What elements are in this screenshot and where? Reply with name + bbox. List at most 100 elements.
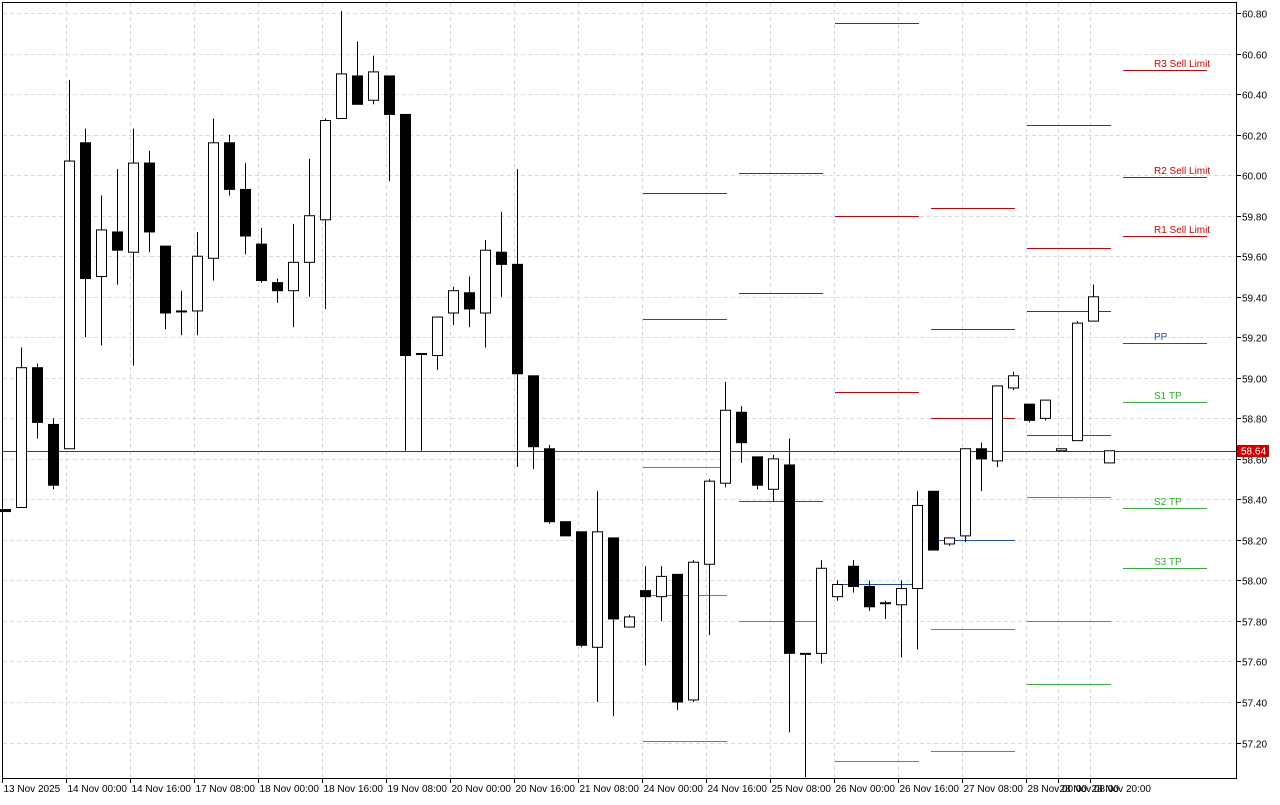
candle[interactable]	[864, 580, 875, 611]
y-tick-label: 59.00	[1242, 375, 1267, 386]
candle[interactable]	[368, 55, 379, 105]
candle[interactable]	[912, 491, 923, 650]
candle[interactable]	[288, 223, 299, 328]
candle-body-bear	[48, 423, 59, 486]
candle[interactable]	[480, 240, 491, 348]
candle[interactable]	[48, 418, 59, 490]
candle[interactable]	[736, 406, 747, 463]
candle[interactable]	[272, 278, 283, 303]
candle-body-bull	[960, 448, 971, 537]
candle[interactable]	[944, 537, 955, 546]
y-tick-label: 60.40	[1242, 91, 1267, 102]
candle[interactable]	[160, 245, 171, 330]
current-price-label: 58.64	[1241, 447, 1266, 458]
candle[interactable]	[384, 75, 395, 182]
candle[interactable]	[1072, 321, 1083, 442]
candle[interactable]	[704, 479, 715, 636]
candle-body-bull	[416, 353, 427, 356]
candle[interactable]	[560, 521, 571, 537]
candle[interactable]	[320, 118, 331, 309]
candle[interactable]	[672, 573, 683, 711]
candle[interactable]	[1040, 399, 1051, 421]
y-tick-label: 60.60	[1242, 51, 1267, 62]
candle[interactable]	[608, 537, 619, 717]
y-tick-label: 57.20	[1242, 740, 1267, 751]
price-axis[interactable]: 60.80 60.60 60.40 60.20 60.00 59.80 59.60 59.40…	[1237, 10, 1267, 751]
candle[interactable]	[960, 448, 971, 542]
candle[interactable]	[832, 580, 843, 601]
candle[interactable]	[0, 509, 11, 513]
candle[interactable]	[464, 276, 475, 328]
candle[interactable]	[400, 113, 411, 451]
candle[interactable]	[640, 566, 651, 666]
candle[interactable]	[976, 442, 987, 492]
candle-body-bear	[736, 411, 747, 444]
candle[interactable]	[800, 652, 811, 777]
candle[interactable]	[32, 363, 43, 439]
candle[interactable]	[544, 444, 555, 524]
candle[interactable]	[208, 118, 219, 281]
candle[interactable]	[816, 560, 827, 664]
candle[interactable]	[224, 134, 235, 196]
candle-body-bear	[528, 375, 539, 448]
x-tick-label: 14 Nov 00:00	[68, 784, 128, 795]
candle[interactable]	[16, 347, 27, 509]
candle[interactable]	[1088, 284, 1099, 322]
candle[interactable]	[432, 316, 443, 370]
candle-body-bull	[832, 583, 843, 598]
candle[interactable]	[256, 227, 267, 283]
level-label: PP	[1154, 332, 1168, 343]
plot-frame	[2, 2, 1237, 779]
candle[interactable]	[64, 79, 75, 450]
candle[interactable]	[1008, 371, 1019, 390]
candle[interactable]	[576, 531, 587, 648]
candle[interactable]	[304, 159, 315, 297]
candle[interactable]	[928, 490, 939, 551]
x-tick-label: 28 Nov 20:00	[1092, 784, 1152, 795]
candle[interactable]	[416, 353, 427, 451]
candle[interactable]	[512, 169, 523, 467]
candle[interactable]	[624, 614, 635, 628]
candle-body-bull	[944, 537, 955, 545]
candle[interactable]	[240, 163, 251, 255]
candle[interactable]	[992, 385, 1003, 467]
candle[interactable]	[96, 195, 107, 346]
candle[interactable]	[656, 566, 667, 621]
candle[interactable]	[880, 600, 891, 619]
candle[interactable]	[528, 375, 539, 470]
candle[interactable]	[496, 211, 507, 297]
candle[interactable]	[896, 580, 907, 658]
candle[interactable]	[80, 128, 91, 338]
candle[interactable]	[768, 454, 779, 502]
candle[interactable]	[128, 128, 139, 366]
candle[interactable]	[848, 560, 859, 593]
candle-body-bear	[352, 75, 363, 105]
candle[interactable]	[592, 491, 603, 703]
candle-body-bear	[1024, 403, 1035, 421]
candle[interactable]	[448, 286, 459, 326]
candle-body-bull	[816, 567, 827, 654]
candle[interactable]	[752, 456, 763, 490]
candle[interactable]	[688, 560, 699, 703]
candle-body-bear	[80, 142, 91, 280]
candle[interactable]	[144, 150, 155, 253]
candle[interactable]	[112, 169, 123, 285]
candle[interactable]	[176, 290, 187, 336]
x-tick-label: 14 Nov 16:00	[132, 784, 192, 795]
candle[interactable]	[352, 41, 363, 105]
candle-body-bull	[304, 215, 315, 263]
candle-body-bull	[800, 652, 811, 655]
candle-body-bull	[176, 310, 187, 313]
candle[interactable]	[720, 381, 731, 488]
grid-lines	[3, 3, 1237, 779]
candle[interactable]	[1024, 403, 1035, 423]
candle[interactable]	[784, 438, 795, 733]
candle[interactable]	[1056, 448, 1067, 452]
candle[interactable]	[1104, 450, 1115, 464]
time-axis[interactable]: 13 Nov 2025 14 Nov 00:00 14 Nov 16:00 17 No…	[2, 779, 1152, 795]
candle[interactable]	[336, 11, 347, 119]
candles[interactable]	[0, 11, 1115, 777]
candle[interactable]	[192, 231, 203, 336]
